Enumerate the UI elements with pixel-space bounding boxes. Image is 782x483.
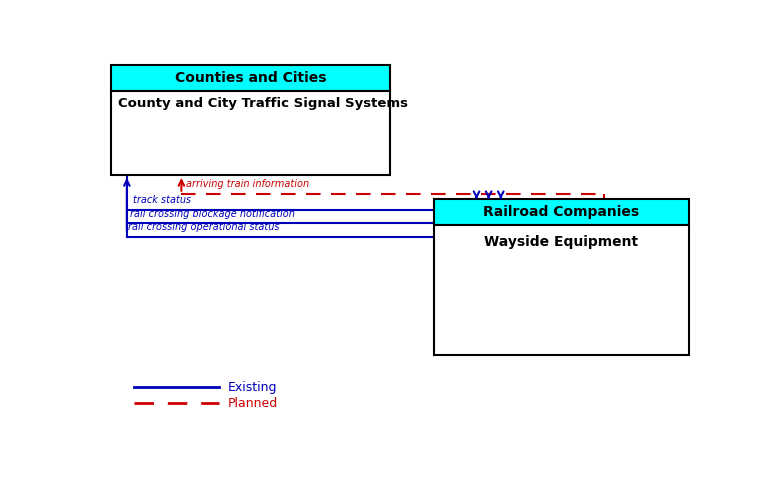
Text: Existing: Existing xyxy=(228,381,278,394)
Text: Planned: Planned xyxy=(228,397,278,410)
Text: rail crossing blockage notification: rail crossing blockage notification xyxy=(131,209,296,219)
Bar xyxy=(111,65,390,91)
Text: Counties and Cities: Counties and Cities xyxy=(174,71,326,85)
Bar xyxy=(434,225,689,355)
Text: rail crossing operational status: rail crossing operational status xyxy=(128,222,279,232)
Text: arriving train information: arriving train information xyxy=(186,179,310,188)
Text: Railroad Companies: Railroad Companies xyxy=(483,205,640,219)
Text: track status: track status xyxy=(133,195,191,205)
Text: Wayside Equipment: Wayside Equipment xyxy=(484,235,638,249)
Text: County and City Traffic Signal Systems: County and City Traffic Signal Systems xyxy=(118,97,408,110)
Bar xyxy=(111,91,390,175)
Bar xyxy=(434,199,689,225)
